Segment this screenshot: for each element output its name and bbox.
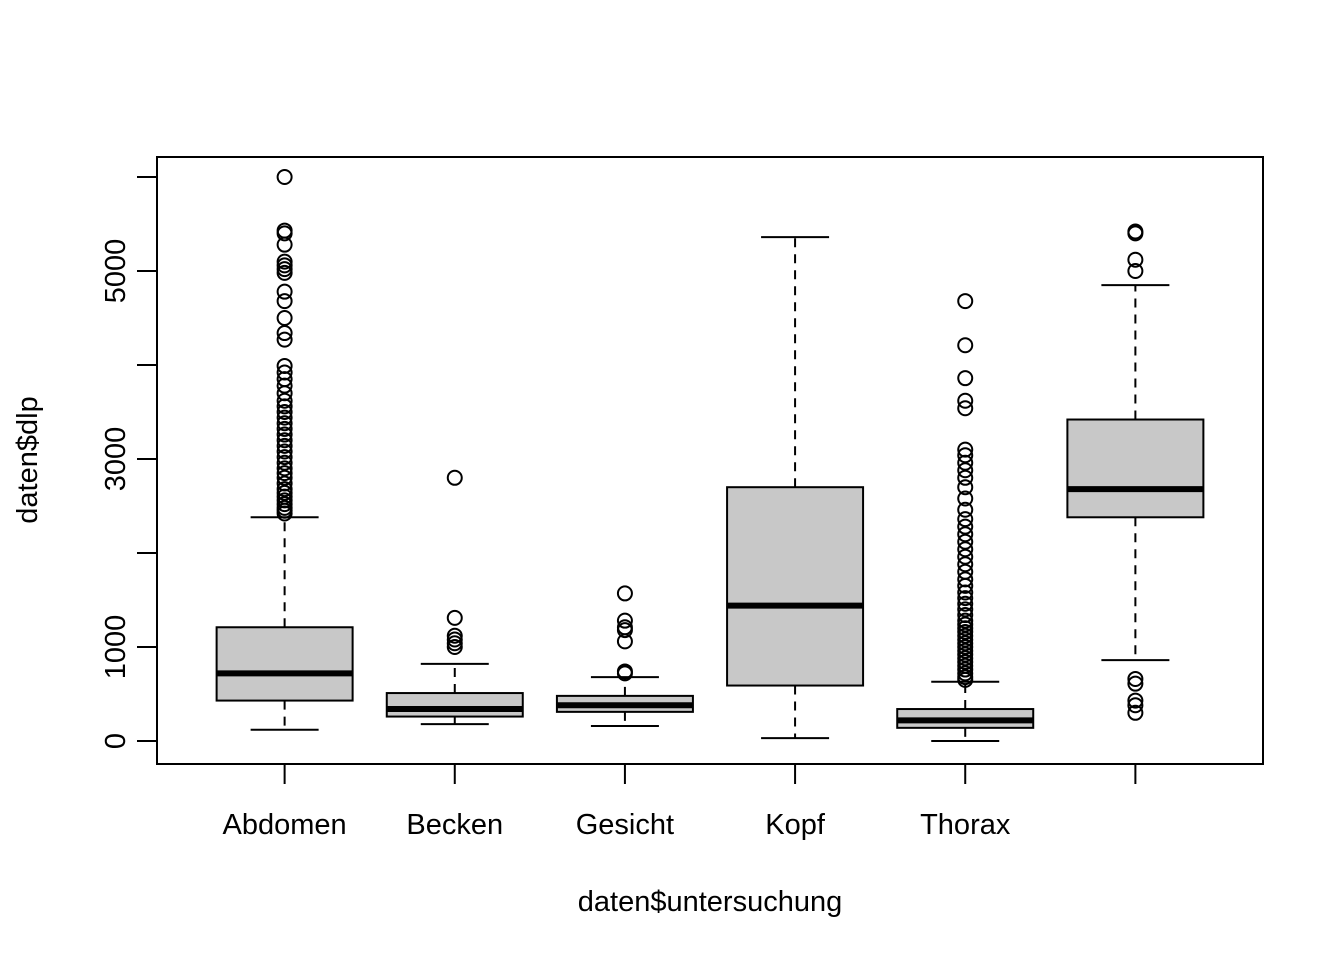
outlier-point [616,619,633,636]
outlier-point [957,595,974,612]
outlier-point [957,590,974,607]
outlier-point [957,469,974,486]
outlier-point [276,475,293,492]
outlier-point [1127,675,1144,692]
outlier-point [276,454,293,471]
y-axis-title: daten$dlp [12,396,44,523]
outlier-point [276,437,293,454]
outlier-point [957,571,974,588]
outlier-point [957,400,974,417]
y-tick-label: 0 [100,733,132,749]
outlier-point [1127,704,1144,721]
boxes-layer [215,169,1205,742]
outlier-point [1127,263,1144,279]
outlier-point [276,310,293,326]
outlier-point [276,253,293,270]
outlier-point [276,420,293,437]
outlier-point [276,364,293,381]
outlier-point [276,222,293,239]
outlier-point [1127,692,1144,709]
outlier-point [1127,670,1144,687]
outlier-point [957,392,974,409]
outlier-point [1127,251,1144,268]
outlier-point [616,612,633,629]
outlier-point [957,601,974,618]
outlier-point [957,370,974,387]
outlier-point [957,490,974,507]
outlier-point [276,443,293,460]
outlier-point [276,432,293,449]
box-group [896,293,1035,742]
outlier-point [276,169,293,185]
outlier-point [276,481,293,498]
outlier-point [957,447,974,464]
outlier-point [276,331,293,348]
x-tick-label: Becken [406,809,503,841]
y-tick-label: 3000 [100,427,132,492]
outlier-point [276,357,293,374]
outlier-point [957,563,974,580]
x-tick-label: Thorax [920,809,1011,841]
outlier-point [616,663,633,680]
x-tick-label: Abdomen [223,809,347,841]
outlier-point [276,283,293,300]
outlier-point [957,526,974,543]
outlier-point [1127,223,1144,240]
box-group [385,469,524,726]
iqr-box [1066,418,1205,519]
outlier-point [276,415,293,432]
outlier-point [957,533,974,550]
iqr-box [385,692,524,718]
outlier-point [957,541,974,558]
outlier-point [957,501,974,518]
outlier-point [957,337,974,354]
outlier-point [957,607,974,624]
x-tick-label: Kopf [765,809,826,841]
box-group [726,236,865,740]
outlier-point [276,426,293,443]
outlier-point [276,449,293,466]
box-group [1066,223,1205,721]
axis-ticks-layer [137,176,1137,784]
x-tick-label: Gesicht [576,809,674,841]
outlier-point [957,518,974,535]
outlier-point [276,392,293,409]
box-group [215,169,354,731]
y-tick-label: 1000 [100,615,132,680]
outlier-point [276,469,293,486]
outlier-point [957,548,974,565]
iqr-box [726,486,865,687]
outlier-point [1127,697,1144,714]
outlier-point [957,511,974,528]
y-tick-label: 5000 [100,239,132,304]
outlier-point [957,441,974,458]
outlier-point [957,612,974,629]
outlier-point [957,556,974,573]
labels-layer: 0 1000 3000 5000 Abdomen Becken Gesicht Kopf Tho… [100,239,1011,841]
outlier-point [957,293,974,310]
outlier-point [276,465,293,482]
outlier-point [276,293,293,310]
outlier-point [446,469,463,486]
x-axis-title: daten$untersuchung [578,886,842,918]
outlier-point [446,627,463,644]
outlier-point [957,462,974,479]
outlier-point [957,479,974,496]
outlier-point [276,325,293,342]
iqr-box [215,626,354,702]
plot-frame [156,156,1264,765]
outlier-point [276,404,293,420]
outlier-point [616,585,633,602]
box-group [555,585,694,727]
outlier-point [276,409,293,426]
outlier-point [446,609,463,626]
outlier-point [276,460,293,477]
